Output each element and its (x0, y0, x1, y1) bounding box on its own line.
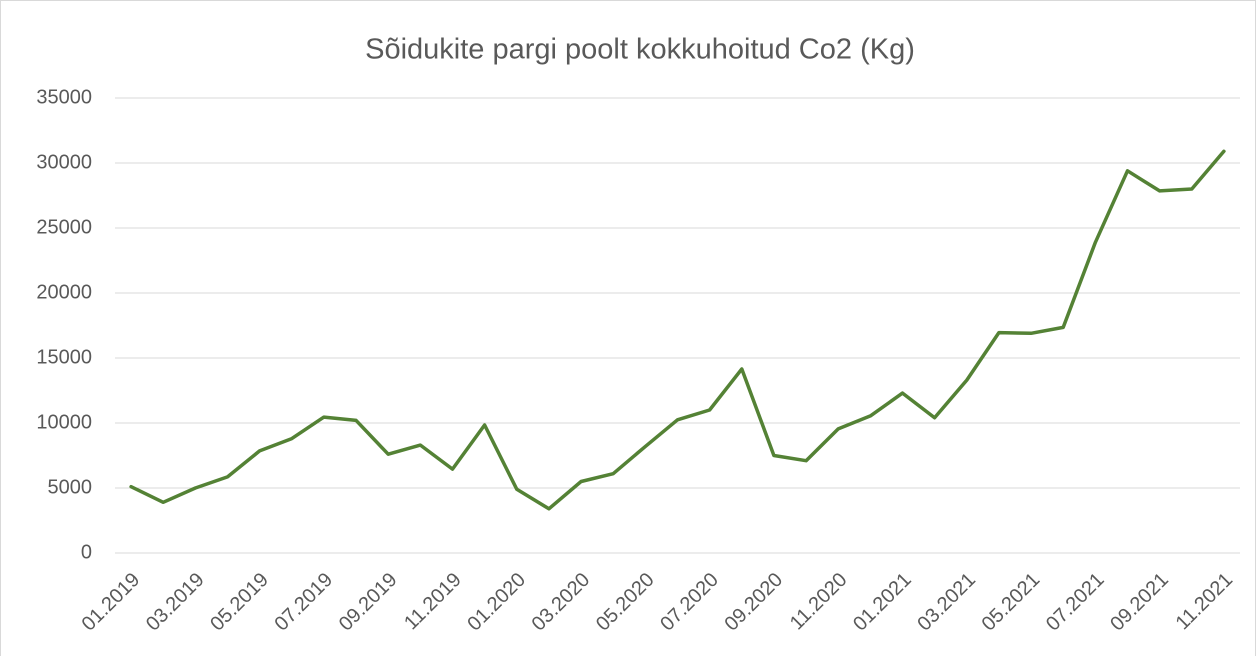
y-tick-label: 5000 (48, 476, 93, 498)
y-tick-label: 35000 (36, 86, 92, 108)
chart-title: Sõidukite pargi poolt kokkuhoitud Co2 (K… (365, 34, 915, 66)
y-tick-label: 0 (81, 541, 92, 563)
data-line (129, 149, 1226, 511)
y-tick-label: 10000 (36, 411, 92, 433)
y-tick-label: 30000 (36, 151, 92, 173)
y-tick-label: 15000 (36, 346, 92, 368)
y-tick-label: 25000 (36, 216, 92, 238)
y-tick-label: 20000 (36, 281, 92, 303)
